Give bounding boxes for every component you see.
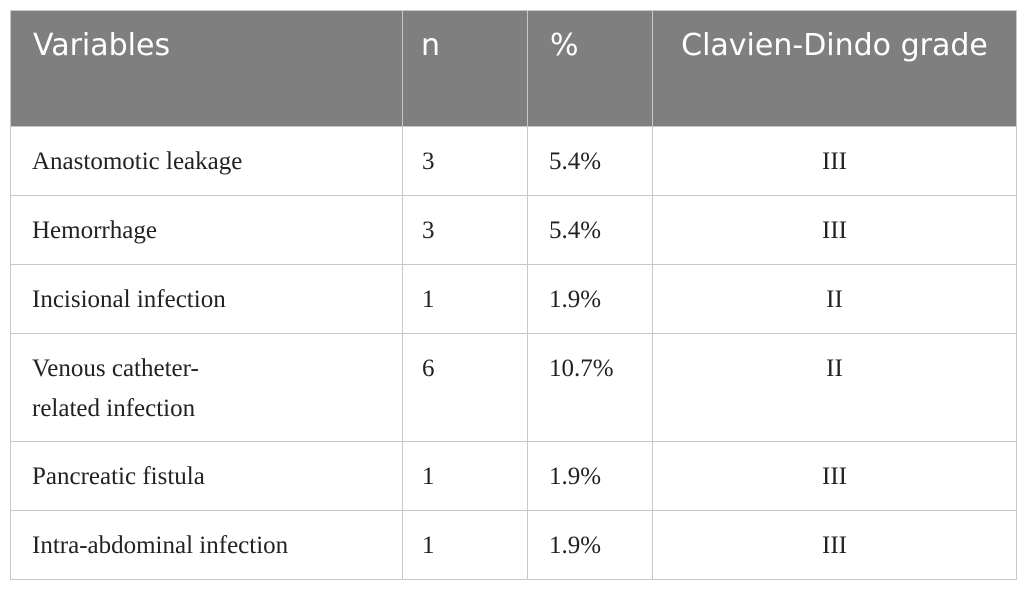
table-row: Venous catheter-related infection 6 10.7…: [10, 333, 1017, 442]
cell-variable: Intra-abdominal infection: [10, 510, 403, 580]
header-percent: %: [527, 10, 653, 127]
cell-variable: Hemorrhage: [10, 195, 403, 265]
header-n: n: [402, 10, 528, 127]
table-row: Pancreatic fistula 1 1.9% III: [10, 441, 1017, 511]
complications-table: Variables n % Clavien-Dindo grade Anasto…: [10, 10, 1017, 580]
table-body: Anastomotic leakage 3 5.4% III Hemorrhag…: [10, 126, 1017, 580]
cell-percent: 1.9%: [527, 510, 653, 580]
cell-percent: 10.7%: [527, 333, 653, 442]
cell-n: 6: [402, 333, 528, 442]
table-row: Incisional infection 1 1.9% II: [10, 264, 1017, 334]
cell-grade: III: [652, 510, 1017, 580]
cell-percent: 1.9%: [527, 441, 653, 511]
cell-n: 3: [402, 126, 528, 196]
cell-grade: III: [652, 441, 1017, 511]
cell-n: 1: [402, 264, 528, 334]
table-row: Intra-abdominal infection 1 1.9% III: [10, 510, 1017, 580]
cell-percent: 1.9%: [527, 264, 653, 334]
header-clavien-dindo-grade: Clavien-Dindo grade: [652, 10, 1017, 127]
cell-grade: III: [652, 126, 1017, 196]
cell-variable: Pancreatic fistula: [10, 441, 403, 511]
header-variables: Variables: [10, 10, 403, 127]
cell-n: 1: [402, 441, 528, 511]
cell-variable: Anastomotic leakage: [10, 126, 403, 196]
cell-grade: III: [652, 195, 1017, 265]
cell-grade: II: [652, 333, 1017, 442]
table-header: Variables n % Clavien-Dindo grade: [10, 10, 1017, 127]
table-row: Hemorrhage 3 5.4% III: [10, 195, 1017, 265]
header-row: Variables n % Clavien-Dindo grade: [10, 10, 1017, 127]
cell-n: 3: [402, 195, 528, 265]
cell-n: 1: [402, 510, 528, 580]
cell-variable: Incisional infection: [10, 264, 403, 334]
table-row: Anastomotic leakage 3 5.4% III: [10, 126, 1017, 196]
cell-percent: 5.4%: [527, 195, 653, 265]
cell-percent: 5.4%: [527, 126, 653, 196]
cell-grade: II: [652, 264, 1017, 334]
cell-variable: Venous catheter-related infection: [10, 333, 403, 442]
